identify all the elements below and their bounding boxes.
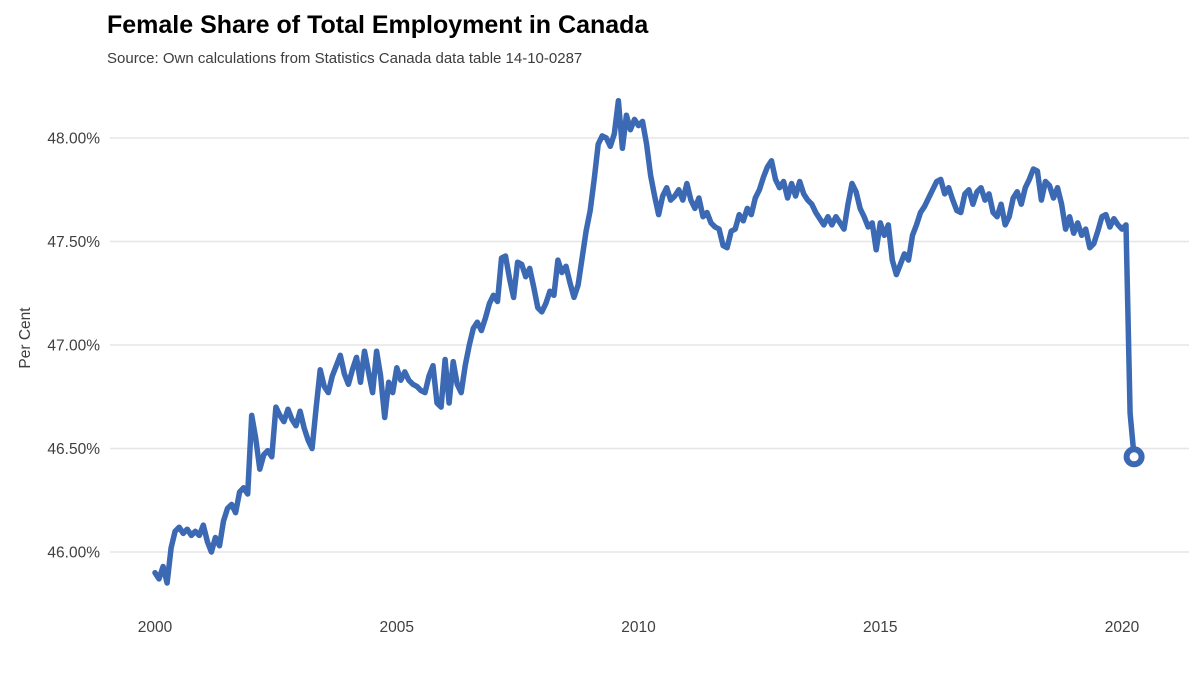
end-marker-open-circle <box>1123 446 1145 468</box>
y-tick-label: 47.50% <box>47 234 100 251</box>
gridlines <box>110 137 1189 553</box>
y-axis-title: Per Cent <box>17 307 34 369</box>
y-tick-label: 46.00% <box>47 545 100 562</box>
y-axis-tick-labels: 48.00% 47.50% 47.00% 46.50% 46.00% <box>47 131 100 562</box>
y-tick-label: 47.00% <box>47 338 100 355</box>
x-tick-label: 2005 <box>380 619 414 636</box>
x-tick-label: 2000 <box>138 619 173 636</box>
x-tick-label: 2020 <box>1105 619 1140 636</box>
chart-title: Female Share of Total Employment in Cana… <box>107 11 649 39</box>
chart-subtitle: Source: Own calculations from Statistics… <box>107 50 582 67</box>
y-tick-label: 46.50% <box>47 441 100 458</box>
x-tick-label: 2015 <box>863 619 897 636</box>
series-line <box>152 97 1137 586</box>
x-axis-tick-labels: 2000 2005 2010 2015 2020 <box>138 619 1140 636</box>
x-tick-label: 2010 <box>621 619 656 636</box>
y-tick-label: 48.00% <box>47 131 100 148</box>
